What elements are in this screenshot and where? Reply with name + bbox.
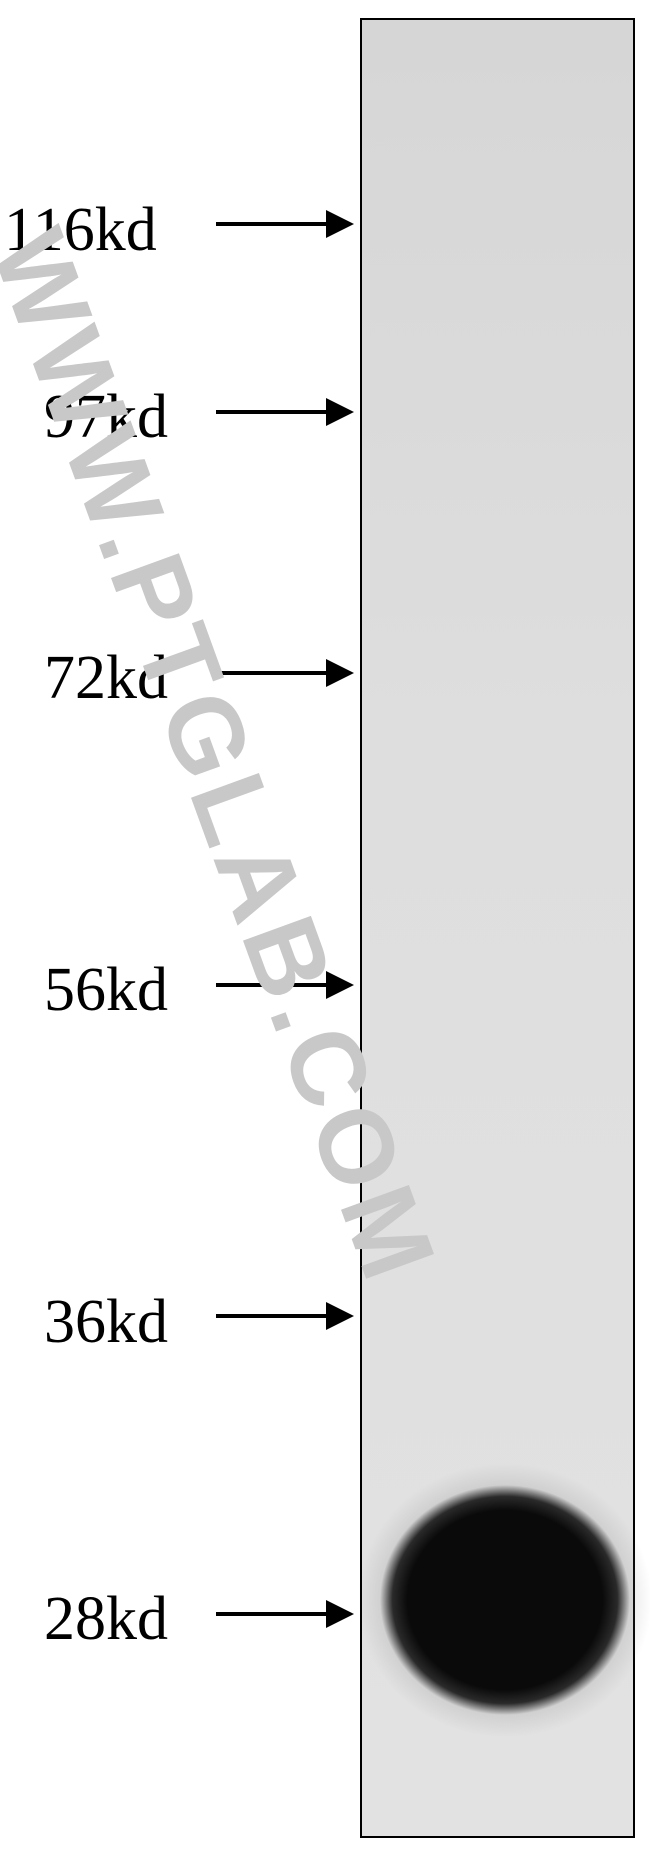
arrow-shaft <box>216 1314 326 1318</box>
marker-label: 116kd <box>4 195 157 266</box>
arrow-head-icon <box>326 659 354 687</box>
arrow-shaft <box>216 1612 326 1616</box>
arrow-head-icon <box>326 398 354 426</box>
marker-arrow <box>216 971 354 999</box>
marker-label: 36kd <box>44 1287 168 1358</box>
marker-arrow <box>216 398 354 426</box>
arrow-head-icon <box>326 210 354 238</box>
marker-label: 28kd <box>44 1584 168 1655</box>
arrow-head-icon <box>326 1302 354 1330</box>
marker-arrow <box>216 1600 354 1628</box>
marker-arrow <box>216 1302 354 1330</box>
marker-label: 97kd <box>44 382 168 453</box>
marker-arrow <box>216 659 354 687</box>
arrow-shaft <box>216 222 326 226</box>
arrow-head-icon <box>326 1600 354 1628</box>
arrow-shaft <box>216 983 326 987</box>
arrow-shaft <box>216 671 326 675</box>
arrow-shaft <box>216 410 326 414</box>
marker-label: 72kd <box>44 643 168 714</box>
marker-label: 56kd <box>44 955 168 1026</box>
protein-band <box>380 1485 630 1715</box>
marker-arrow <box>216 210 354 238</box>
arrow-head-icon <box>326 971 354 999</box>
